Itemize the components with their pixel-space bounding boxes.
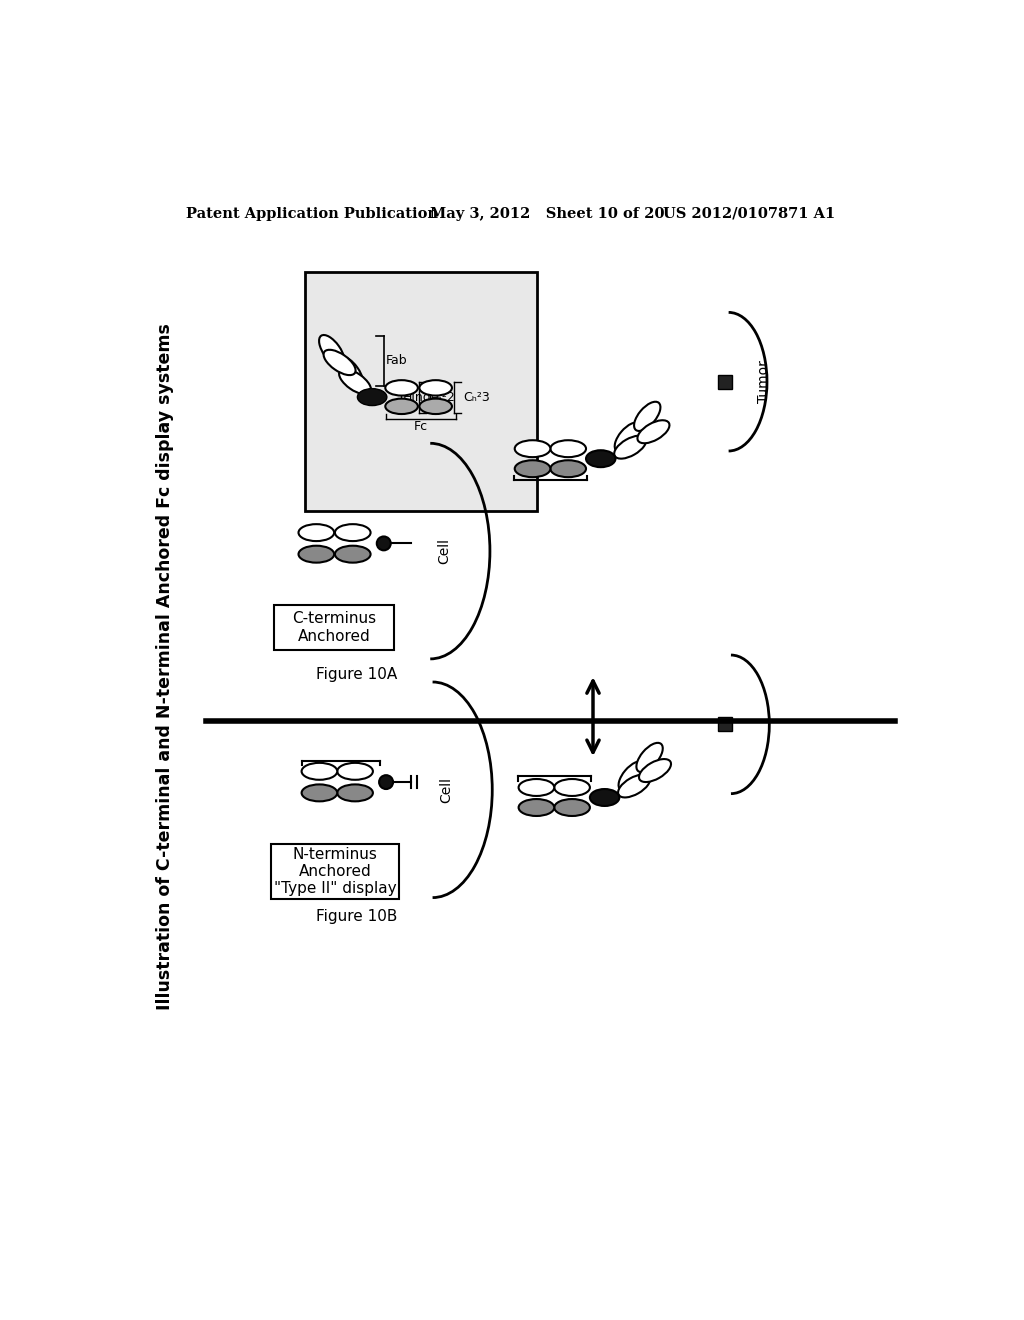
Ellipse shape (614, 422, 641, 451)
Ellipse shape (299, 545, 334, 562)
Ellipse shape (420, 399, 452, 414)
Text: Fab: Fab (386, 354, 408, 367)
Ellipse shape (385, 399, 418, 414)
Text: Illustration of C-terminal and N-terminal Anchored Fc display systems: Illustration of C-terminal and N-termina… (157, 323, 174, 1010)
Ellipse shape (302, 763, 337, 780)
Ellipse shape (639, 759, 671, 781)
FancyBboxPatch shape (305, 272, 538, 511)
Ellipse shape (550, 441, 586, 457)
Ellipse shape (636, 743, 663, 772)
FancyBboxPatch shape (271, 843, 399, 899)
Ellipse shape (618, 775, 650, 797)
Ellipse shape (637, 420, 670, 444)
Ellipse shape (515, 441, 550, 457)
Ellipse shape (337, 784, 373, 801)
Ellipse shape (518, 779, 554, 796)
Ellipse shape (420, 380, 452, 396)
Text: Patent Application Publication: Patent Application Publication (186, 207, 438, 220)
Ellipse shape (357, 388, 387, 405)
Text: Figure 10B: Figure 10B (316, 909, 397, 924)
Ellipse shape (550, 461, 586, 478)
Text: US 2012/0107871 A1: US 2012/0107871 A1 (663, 207, 835, 220)
Ellipse shape (515, 461, 550, 478)
Ellipse shape (302, 784, 337, 801)
Ellipse shape (339, 370, 371, 395)
Text: Cₕ²3: Cₕ²3 (464, 391, 490, 404)
FancyBboxPatch shape (273, 605, 394, 649)
Text: May 3, 2012   Sheet 10 of 20: May 3, 2012 Sheet 10 of 20 (430, 207, 665, 220)
Ellipse shape (618, 762, 645, 791)
Text: Fc: Fc (414, 420, 428, 433)
Ellipse shape (335, 545, 371, 562)
Text: C-terminus
Anchored: C-terminus Anchored (292, 611, 376, 644)
Text: Cell: Cell (439, 776, 454, 803)
Ellipse shape (319, 335, 344, 367)
Ellipse shape (590, 789, 620, 807)
Text: Tumor: Tumor (757, 360, 770, 403)
Ellipse shape (377, 536, 391, 550)
Ellipse shape (324, 350, 355, 375)
Bar (718, 718, 732, 731)
Ellipse shape (299, 524, 334, 541)
Text: Figure 10A: Figure 10A (316, 667, 397, 682)
Ellipse shape (586, 450, 615, 467)
Text: Cₕ²2: Cₕ²2 (429, 391, 456, 404)
Ellipse shape (338, 356, 364, 388)
Ellipse shape (335, 524, 371, 541)
Ellipse shape (337, 763, 373, 780)
Bar (718, 375, 732, 388)
Ellipse shape (634, 401, 660, 430)
Text: Hinge: Hinge (403, 391, 439, 404)
Ellipse shape (614, 436, 646, 458)
Ellipse shape (518, 799, 554, 816)
Ellipse shape (554, 799, 590, 816)
Text: Cell: Cell (437, 539, 452, 564)
Ellipse shape (385, 380, 418, 396)
Ellipse shape (554, 779, 590, 796)
Ellipse shape (379, 775, 393, 789)
Text: N-terminus
Anchored
"Type II" display: N-terminus Anchored "Type II" display (274, 846, 396, 896)
